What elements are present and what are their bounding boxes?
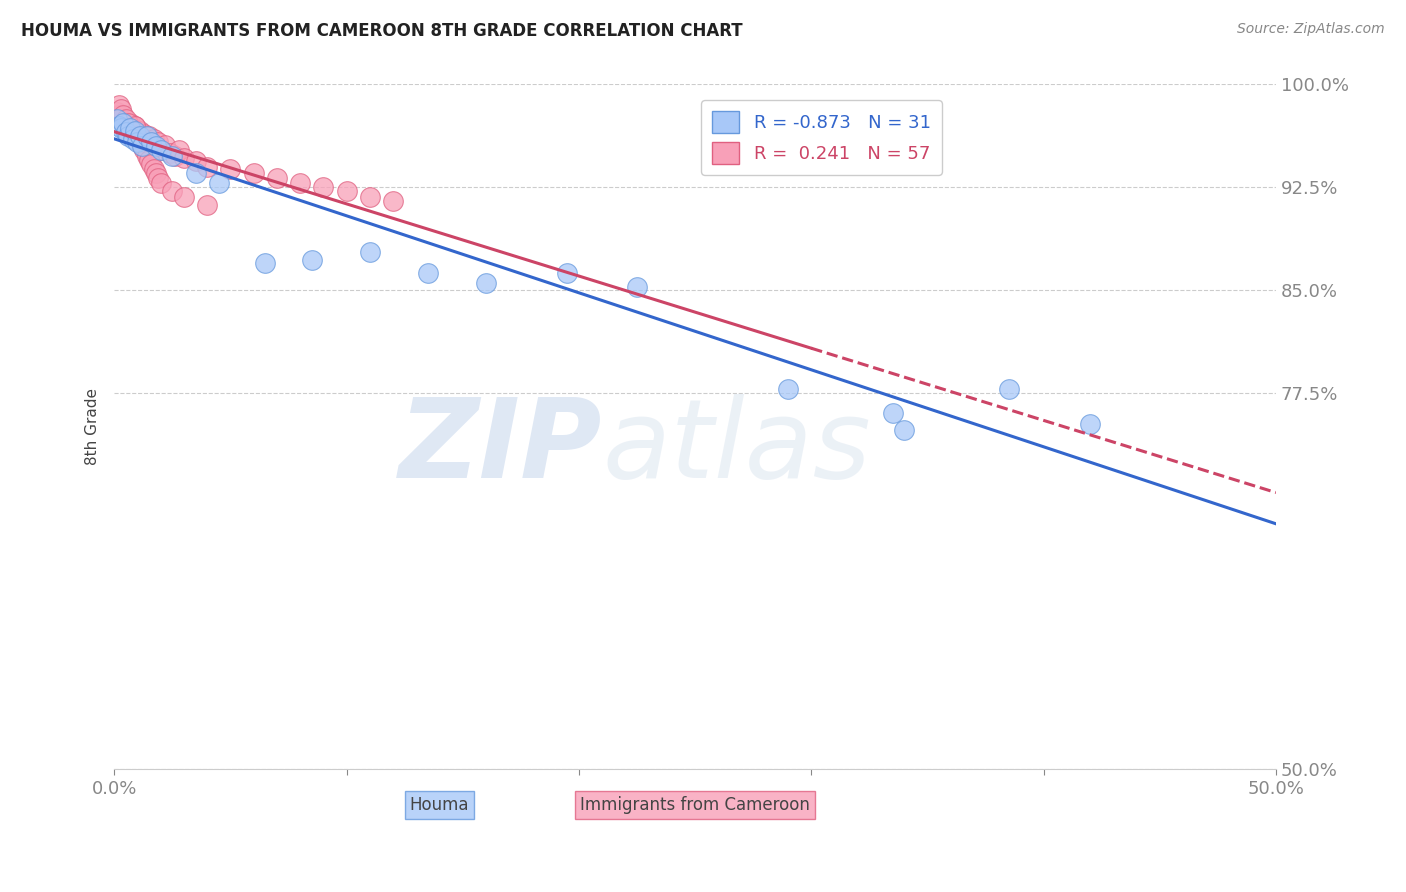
Point (149, 143, 172, 157)
Point (110, 121, 132, 136)
Point (184, 166, 207, 180)
Point (219, 162, 242, 177)
Point (124, 119, 146, 133)
Point (359, 190, 381, 204)
Point (893, 423, 915, 437)
Text: ZIP: ZIP (399, 394, 602, 501)
Legend: R = -0.873   N = 31, R =  0.241   N = 57: R = -0.873 N = 31, R = 0.241 N = 57 (702, 100, 942, 175)
Point (112, 116, 135, 130)
Point (124, 124, 146, 138)
Point (626, 280, 648, 294)
Point (141, 135, 163, 149)
Point (127, 127, 149, 141)
Text: Source: ZipAtlas.com: Source: ZipAtlas.com (1237, 22, 1385, 37)
Point (105, 104, 128, 119)
Point (997, 382, 1019, 396)
Point (208, 176, 231, 190)
Point (142, 132, 165, 146)
Point (112, 116, 135, 130)
Point (163, 149, 186, 163)
Point (117, 116, 139, 130)
Point (117, 121, 139, 136)
Point (167, 143, 190, 157)
Point (120, 121, 142, 136)
Point (195, 198, 218, 212)
Point (335, 184, 357, 198)
Point (142, 162, 165, 177)
Point (135, 135, 157, 149)
Point (159, 145, 181, 160)
Point (138, 153, 160, 167)
Point (105, 112, 128, 126)
Point (141, 137, 163, 152)
Point (145, 140, 167, 154)
Point (110, 102, 132, 116)
Point (776, 382, 799, 396)
Point (131, 132, 153, 146)
Point (141, 157, 163, 171)
Point (184, 154, 207, 169)
Point (127, 129, 149, 144)
Point (135, 129, 157, 144)
Text: atlas: atlas (602, 394, 870, 501)
Point (475, 276, 498, 290)
Point (242, 166, 264, 180)
Point (135, 149, 157, 163)
Point (149, 143, 172, 157)
Point (148, 135, 170, 149)
Point (254, 255, 277, 269)
Point (121, 124, 143, 138)
Point (149, 176, 172, 190)
Point (117, 129, 139, 144)
Point (121, 132, 143, 146)
Point (121, 124, 143, 138)
Point (128, 129, 150, 144)
Point (1078, 417, 1101, 432)
Point (108, 98, 131, 112)
Point (110, 112, 132, 126)
Point (131, 139, 153, 153)
Point (145, 166, 167, 180)
Y-axis label: 8th Grade: 8th Grade (86, 388, 100, 466)
Point (382, 194, 405, 208)
Point (162, 149, 184, 163)
Point (173, 152, 195, 166)
Point (288, 176, 311, 190)
Point (555, 267, 578, 281)
Text: Houma: Houma (409, 797, 470, 814)
Text: HOUMA VS IMMIGRANTS FROM CAMEROON 8TH GRADE CORRELATION CHART: HOUMA VS IMMIGRANTS FROM CAMEROON 8TH GR… (21, 22, 742, 40)
Point (114, 119, 136, 133)
Point (162, 184, 184, 198)
Point (128, 135, 150, 149)
Point (127, 135, 149, 149)
Point (416, 267, 439, 281)
Point (138, 129, 160, 144)
Point (173, 190, 195, 204)
Point (128, 124, 150, 138)
Point (114, 125, 136, 139)
Point (359, 244, 381, 259)
Point (195, 160, 218, 174)
Point (312, 180, 335, 194)
Text: Immigrants from Cameroon: Immigrants from Cameroon (581, 797, 810, 814)
Point (120, 116, 142, 130)
Point (134, 143, 156, 157)
Point (145, 139, 167, 153)
Point (134, 127, 156, 141)
Point (124, 119, 146, 133)
Point (108, 107, 131, 121)
Point (131, 139, 153, 153)
Point (266, 170, 288, 185)
Point (301, 252, 323, 267)
Point (112, 107, 135, 121)
Point (120, 121, 142, 136)
Point (882, 406, 904, 420)
Point (108, 119, 131, 133)
Point (114, 112, 136, 126)
Point (155, 137, 177, 152)
Point (148, 170, 170, 185)
